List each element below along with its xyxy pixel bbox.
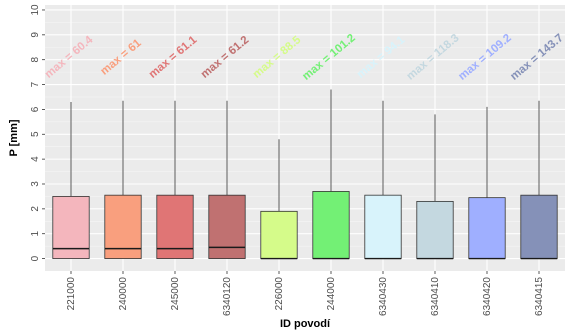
x-axis: 221000 240000 245000 6340120 226000 244000 634… [66, 271, 545, 316]
box-body [364, 194, 402, 259]
y-tick-label: 9 [30, 32, 41, 38]
x-tick-label: 226000 [274, 277, 285, 311]
box-6340410 [416, 114, 454, 260]
box-240000 [104, 100, 142, 259]
y-tick-label: 1 [30, 230, 41, 236]
box-6340430 [364, 100, 402, 260]
y-axis-title: P [mm] [8, 119, 20, 156]
y-tick-label: 0 [30, 255, 41, 261]
box-body [416, 200, 454, 259]
box-245000 [156, 100, 194, 259]
y-tick-label: 7 [30, 81, 41, 87]
y-tick-label: 2 [30, 206, 41, 212]
box-6340120 [208, 100, 246, 259]
x-tick-label: 244000 [326, 277, 337, 311]
y-tick-label: 4 [30, 156, 41, 162]
y-tick-label: 8 [30, 56, 41, 62]
x-tick-label: 6340120 [222, 277, 233, 316]
box-6340415 [520, 100, 558, 260]
box-body [312, 191, 350, 259]
y-tick-label: 6 [30, 106, 41, 112]
x-tick-label: 6340430 [378, 277, 389, 316]
box-body [260, 210, 298, 259]
y-tick-label: 5 [30, 131, 41, 137]
y-tick-label: 10 [30, 4, 41, 16]
x-tick-label: 221000 [66, 277, 77, 311]
x-axis-title: ID povodí [280, 318, 331, 330]
x-tick-label: 240000 [118, 277, 129, 311]
boxes [52, 89, 558, 260]
box-221000 [52, 101, 90, 259]
x-tick-label: 6340415 [534, 277, 545, 316]
x-tick-label: 245000 [170, 277, 181, 311]
x-tick-label: 6340420 [482, 277, 493, 316]
box-body [208, 194, 246, 259]
box-6340420 [468, 106, 506, 260]
box-226000 [260, 139, 298, 260]
box-body [520, 194, 558, 259]
box-body [468, 197, 506, 259]
x-tick-label: 6340410 [430, 277, 441, 316]
y-tick-label: 3 [30, 181, 41, 187]
y-axis: 0 1 2 3 4 5 6 7 8 9 10 [30, 4, 45, 261]
box-244000 [312, 89, 350, 260]
